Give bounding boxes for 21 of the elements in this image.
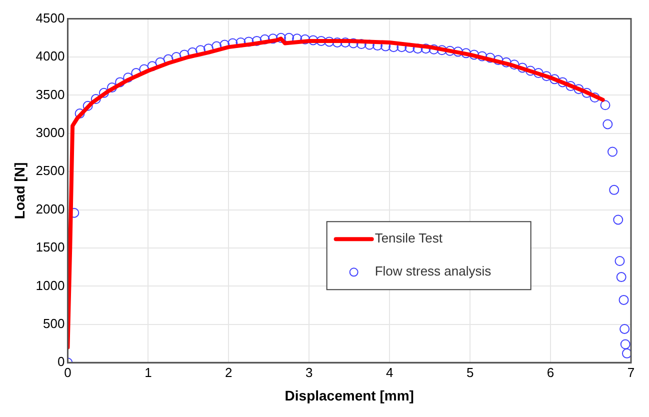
x-tick-label: 3 [306, 364, 313, 380]
x-tick-label: 5 [466, 364, 474, 380]
y-tick-label: 2000 [36, 201, 65, 216]
x-tick-label: 7 [627, 364, 635, 380]
x-tick-label: 6 [546, 364, 554, 380]
y-axis-title: Load [N] [11, 162, 28, 220]
x-tick-label: 1 [144, 364, 152, 380]
x-axis-title: Displacement [mm] [284, 387, 414, 404]
y-tick-label: 2500 [36, 163, 65, 178]
y-tick-label: 3000 [36, 124, 65, 140]
x-tick-label: 2 [225, 364, 232, 380]
y-tick-label: 4000 [36, 48, 65, 64]
y-tick-label: 1000 [36, 278, 65, 293]
legend-label: Flow stress analysis [374, 264, 492, 279]
y-tick-label: 3500 [36, 86, 65, 102]
y-tick-label: 4500 [36, 10, 65, 26]
y-tick-label: 500 [43, 316, 65, 331]
legend-label: Tensile Test [374, 230, 443, 246]
y-tick-label: 0 [57, 354, 65, 370]
y-tick-label: 1500 [36, 240, 65, 255]
x-tick-label: 4 [386, 364, 394, 380]
